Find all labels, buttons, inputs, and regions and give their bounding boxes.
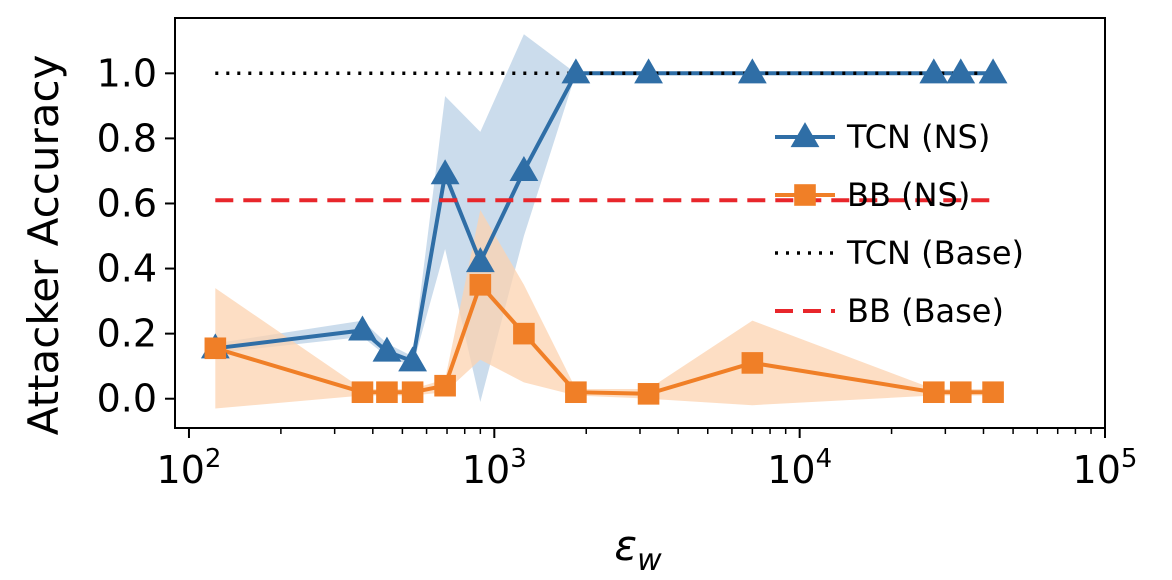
x-axis-label-base: ε (614, 521, 637, 570)
data-point (741, 352, 764, 374)
x-axis-label-subscript: w (637, 543, 662, 578)
data-point (398, 346, 428, 372)
legend-label-1: BB (NS) (847, 176, 970, 214)
data-point (949, 381, 972, 404)
data-point (401, 381, 424, 404)
x-tick-label: 105 (1073, 444, 1138, 492)
data-point (430, 159, 460, 185)
data-point (469, 274, 492, 296)
y-tick-label: 0.6 (97, 181, 157, 225)
x-tick-label: 104 (767, 444, 832, 492)
legend: TCN (NS) BB (NS) TCN (Base) BB (Base) (775, 118, 1024, 330)
data-point (376, 381, 398, 404)
data-point (465, 247, 495, 273)
data-point (561, 58, 591, 84)
data-point (737, 58, 767, 84)
confidence-band-1 (215, 210, 994, 409)
y-tick-label: 0.0 (97, 377, 157, 421)
data-point (637, 383, 660, 405)
x-axis-ticks: 102 103 104 105 (157, 428, 1138, 492)
legend-label-0: TCN (NS) (846, 118, 990, 156)
data-point (372, 336, 402, 362)
data-point (513, 322, 535, 345)
y-axis-ticks: 0.0 0.2 0.4 0.6 0.8 1.0 (97, 51, 175, 421)
y-tick-label: 0.2 (97, 312, 157, 356)
legend-marker-1 (794, 184, 816, 206)
x-tick-base: 10 (767, 448, 815, 492)
x-tick-base: 10 (462, 448, 510, 492)
x-tick-base: 10 (1073, 448, 1121, 492)
data-point (946, 58, 976, 84)
y-axis-label: Attacker Accuracy (19, 55, 68, 436)
data-point (982, 381, 1004, 404)
data-point (565, 381, 587, 404)
legend-marker-0 (790, 122, 820, 148)
y-tick-label: 1.0 (97, 51, 157, 95)
x-tick-exponent: 2 (205, 444, 222, 474)
data-point (634, 58, 663, 84)
legend-label-2: TCN (Base) (846, 234, 1024, 272)
data-point (348, 315, 377, 341)
data-point (923, 381, 945, 404)
data-point (509, 156, 539, 182)
series-markers (200, 58, 1008, 405)
x-tick-exponent: 4 (816, 444, 833, 474)
x-tick-base: 10 (157, 448, 205, 492)
y-tick-label: 0.4 (97, 247, 157, 291)
data-point (978, 58, 1008, 84)
x-tick-label: 102 (157, 444, 222, 492)
data-point (434, 374, 456, 397)
y-tick-label: 0.8 (97, 116, 157, 160)
legend-label-3: BB (Base) (847, 292, 1004, 330)
x-tick-exponent: 3 (510, 444, 527, 474)
x-axis-label: εw (614, 521, 662, 578)
data-point (351, 381, 374, 404)
confidence-bands (215, 34, 994, 409)
x-tick-label: 103 (462, 444, 527, 492)
data-point (204, 337, 227, 360)
x-tick-exponent: 5 (1121, 444, 1138, 474)
data-point (919, 58, 949, 84)
